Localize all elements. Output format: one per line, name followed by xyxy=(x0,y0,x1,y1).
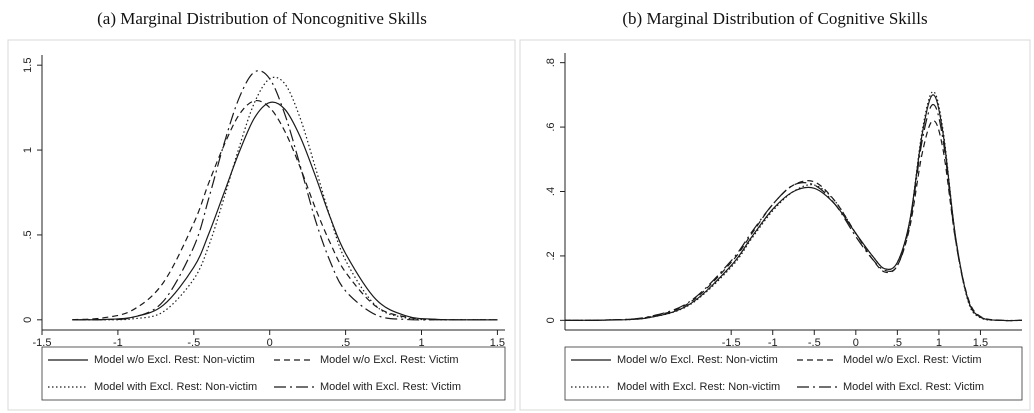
x-tick-label: -1.5 xyxy=(33,337,52,349)
y-tick-label: .8 xyxy=(545,58,557,67)
chart-title: (b) Marginal Distribution of Cognitive S… xyxy=(622,9,927,28)
legend-label: Model with Excl. Rest: Victim xyxy=(843,381,984,393)
x-tick-label: 1 xyxy=(418,337,424,349)
y-tick-label: 1 xyxy=(22,147,34,153)
y-tick-label: 0 xyxy=(545,317,557,323)
x-tick-label: 1.5 xyxy=(973,337,988,349)
density-line xyxy=(564,120,1023,322)
x-tick-label: -.5 xyxy=(187,337,200,349)
chart-title: (a) Marginal Distribution of Noncognitiv… xyxy=(97,9,427,28)
density-line xyxy=(72,99,498,321)
legend-label: Model with Excl. Rest: Non-victim xyxy=(617,381,780,393)
legend-label: Model w/o Excl. Rest: Non-victim xyxy=(617,354,778,366)
density-line xyxy=(564,103,1023,322)
density-line xyxy=(72,70,498,321)
y-tick-label: 1.5 xyxy=(22,58,34,73)
x-tick-label: -1 xyxy=(113,337,123,349)
x-tick-label: -.5 xyxy=(808,337,821,349)
legend-box xyxy=(41,346,506,401)
legend-label: Model w/o Excl. Rest: Non-victim xyxy=(94,354,255,366)
legend-label: Model w/o Excl. Rest: Victim xyxy=(843,354,982,366)
legend-box xyxy=(564,346,1023,401)
legend-label: Model with Excl. Rest: Non-victim xyxy=(94,381,257,393)
x-tick-label: .5 xyxy=(893,337,902,349)
x-tick-label: -1 xyxy=(768,337,778,349)
legend-label: Model w/o Excl. Rest: Victim xyxy=(320,354,459,366)
x-tick-label: 1.5 xyxy=(490,337,505,349)
density-line xyxy=(72,76,498,321)
y-tick-label: .2 xyxy=(545,251,557,260)
y-tick-label: .4 xyxy=(545,187,557,196)
density-line xyxy=(72,101,498,321)
x-tick-label: .5 xyxy=(341,337,350,349)
x-tick-label: 1 xyxy=(936,337,942,349)
legend-label: Model with Excl. Rest: Victim xyxy=(320,381,461,393)
y-tick-label: 0 xyxy=(22,317,34,323)
x-tick-label: 0 xyxy=(853,337,859,349)
x-tick-label: 0 xyxy=(267,337,273,349)
y-tick-label: .5 xyxy=(22,230,34,239)
x-tick-label: -1.5 xyxy=(722,337,741,349)
y-tick-label: .6 xyxy=(545,122,557,131)
